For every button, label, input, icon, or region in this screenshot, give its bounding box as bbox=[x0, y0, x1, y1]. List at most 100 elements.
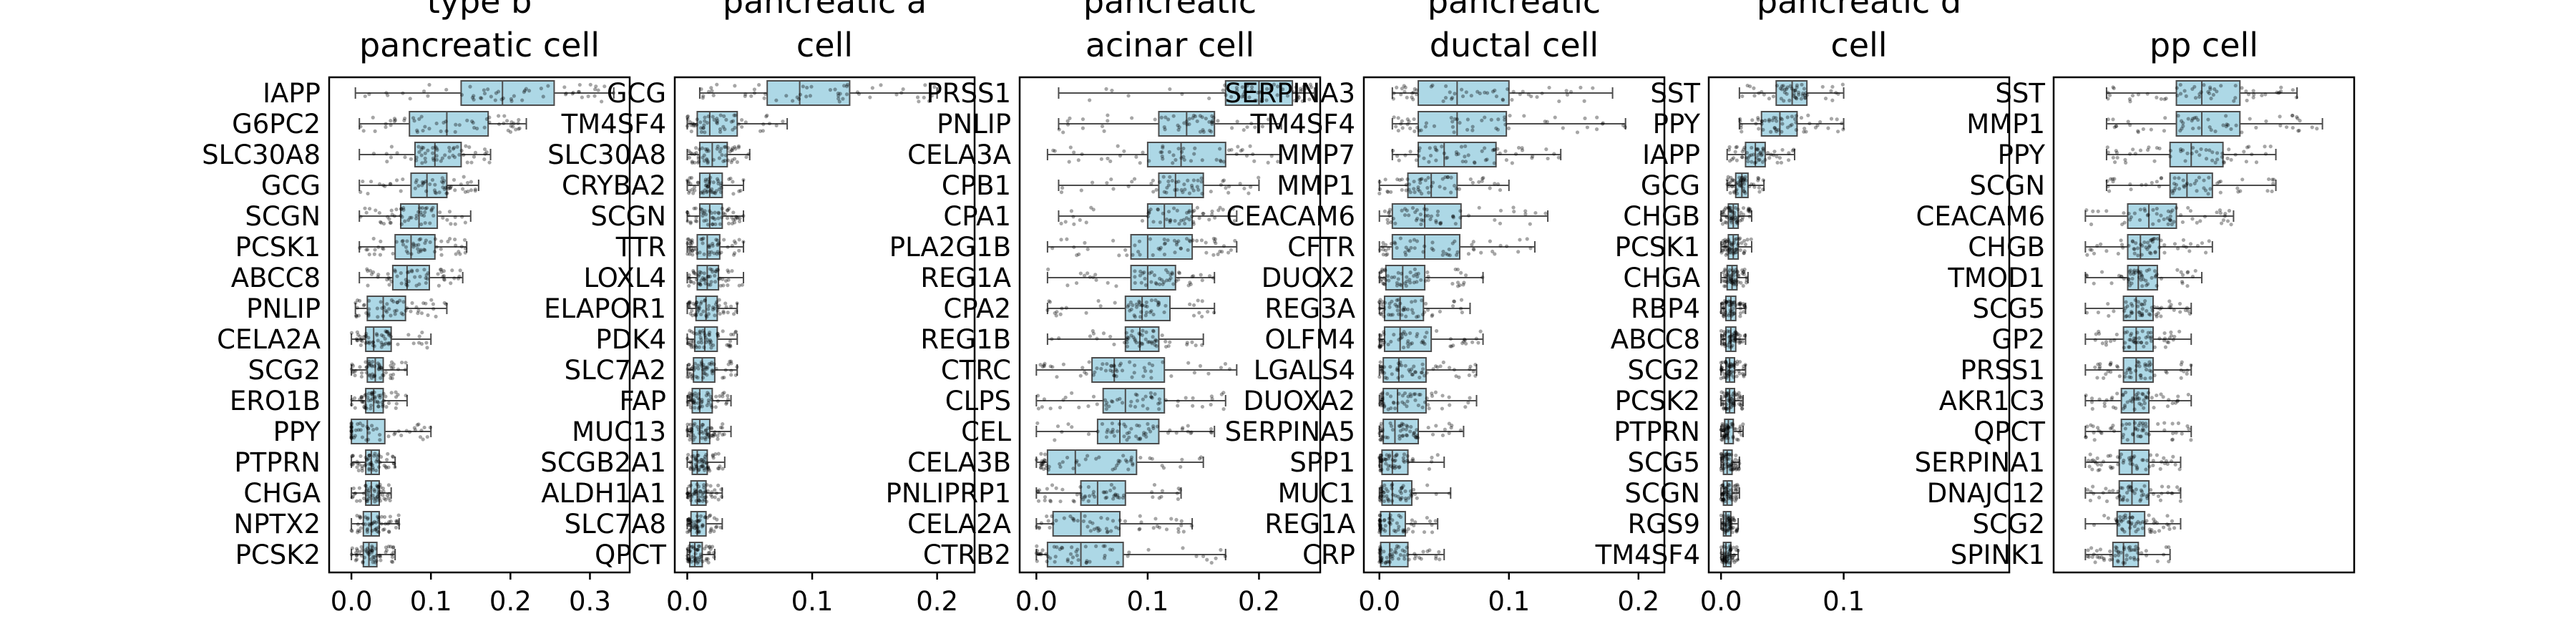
gene-label: PTPRN bbox=[1614, 416, 1700, 447]
point bbox=[1565, 92, 1569, 97]
point bbox=[1187, 210, 1191, 215]
point bbox=[721, 467, 725, 471]
point bbox=[1722, 391, 1726, 396]
point bbox=[701, 213, 705, 218]
point bbox=[372, 557, 376, 562]
point bbox=[464, 144, 468, 148]
point bbox=[1421, 250, 1425, 254]
point bbox=[1385, 274, 1390, 278]
point bbox=[1830, 84, 1835, 89]
point bbox=[698, 207, 703, 211]
point bbox=[373, 499, 377, 504]
point bbox=[695, 548, 699, 552]
point bbox=[686, 518, 691, 522]
point bbox=[741, 177, 746, 182]
point bbox=[1807, 121, 1812, 126]
point bbox=[1084, 311, 1088, 315]
point bbox=[688, 422, 693, 426]
point bbox=[718, 113, 723, 117]
point bbox=[1378, 424, 1382, 429]
point bbox=[370, 396, 375, 401]
point bbox=[349, 425, 353, 429]
point bbox=[693, 313, 698, 318]
gene-label: GCG bbox=[1641, 170, 1700, 201]
point bbox=[714, 120, 719, 125]
point bbox=[366, 437, 371, 441]
point bbox=[1413, 87, 1417, 91]
point bbox=[1749, 237, 1753, 241]
point bbox=[1071, 499, 1075, 503]
point bbox=[1174, 431, 1179, 435]
point bbox=[1039, 521, 1043, 525]
point bbox=[703, 209, 707, 213]
point bbox=[1459, 145, 1464, 149]
point bbox=[1733, 462, 1737, 466]
point bbox=[592, 87, 597, 92]
point bbox=[688, 467, 693, 472]
point bbox=[1418, 180, 1423, 185]
point bbox=[1210, 120, 1214, 125]
point bbox=[1459, 298, 1464, 302]
point bbox=[693, 457, 698, 462]
point bbox=[1835, 130, 1840, 134]
point bbox=[693, 435, 697, 439]
point bbox=[718, 222, 723, 226]
point bbox=[376, 361, 380, 366]
point bbox=[699, 312, 703, 317]
point bbox=[696, 155, 701, 159]
point bbox=[381, 527, 386, 532]
point bbox=[1413, 267, 1417, 271]
box-GCG bbox=[410, 172, 448, 198]
point bbox=[1788, 124, 1792, 128]
point bbox=[1403, 153, 1407, 157]
point bbox=[1118, 154, 1123, 158]
point bbox=[709, 250, 713, 254]
point bbox=[701, 431, 706, 435]
point bbox=[721, 376, 725, 380]
point bbox=[693, 391, 698, 396]
point bbox=[1272, 82, 1277, 87]
point bbox=[1720, 527, 1724, 531]
point bbox=[367, 362, 371, 366]
point bbox=[686, 213, 691, 218]
point bbox=[1450, 423, 1454, 428]
point bbox=[1179, 519, 1184, 523]
point bbox=[686, 557, 691, 562]
point bbox=[1191, 404, 1195, 408]
point bbox=[703, 276, 707, 280]
point bbox=[382, 463, 386, 468]
point bbox=[1210, 213, 1214, 217]
point bbox=[730, 215, 734, 220]
point bbox=[1068, 116, 1072, 120]
point bbox=[1806, 113, 1810, 117]
point bbox=[688, 367, 692, 371]
point bbox=[1525, 237, 1529, 241]
point bbox=[1040, 459, 1044, 464]
point bbox=[1779, 160, 1784, 165]
point bbox=[390, 213, 394, 217]
point bbox=[1799, 97, 1803, 101]
point bbox=[696, 308, 701, 312]
point bbox=[718, 276, 722, 280]
point bbox=[737, 189, 741, 193]
point bbox=[691, 545, 695, 549]
point bbox=[718, 283, 723, 288]
point bbox=[1409, 522, 1413, 526]
point bbox=[1239, 149, 1243, 153]
point bbox=[1171, 206, 1176, 210]
point bbox=[716, 210, 721, 215]
point bbox=[1182, 182, 1186, 187]
point bbox=[1112, 342, 1116, 346]
point bbox=[387, 333, 391, 338]
point bbox=[366, 551, 371, 556]
point bbox=[1749, 153, 1753, 157]
point bbox=[1068, 145, 1073, 150]
point bbox=[922, 95, 926, 99]
box-SLC7A2 bbox=[693, 357, 716, 383]
point bbox=[432, 250, 437, 254]
point bbox=[703, 278, 707, 283]
point bbox=[378, 253, 383, 257]
point bbox=[1126, 336, 1131, 340]
point bbox=[1423, 125, 1428, 129]
point bbox=[695, 300, 699, 305]
